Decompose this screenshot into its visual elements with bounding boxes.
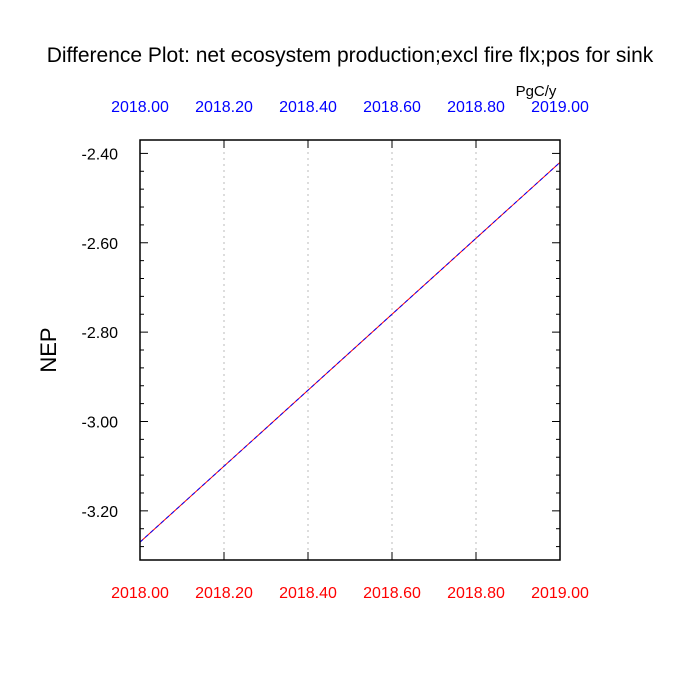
x-tick-label-top: 2018.00 <box>111 99 169 116</box>
x-tick-label-top: 2018.80 <box>447 99 505 116</box>
y-tick-label: -3.20 <box>82 504 119 521</box>
x-grid <box>223 140 477 560</box>
series-group <box>139 161 561 543</box>
x-tick-label-bottom: 2018.20 <box>195 585 253 602</box>
y-tick-label: -3.00 <box>82 414 119 431</box>
x-tick-label-bottom: 2018.80 <box>447 585 505 602</box>
tick-marks <box>139 140 561 560</box>
x-tick-label-bottom: 2018.00 <box>111 585 169 602</box>
x-tick-label-bottom: 2018.60 <box>363 585 421 602</box>
tick-labels: 2018.00 2018.00 2018.20 2018.20 2018.40 2018.… <box>82 99 589 602</box>
x-tick-label-top: 2018.60 <box>363 99 421 116</box>
series-line-2 <box>139 161 561 543</box>
chart-title: Difference Plot: net ecosystem productio… <box>47 44 654 67</box>
x-tick-label-top: 2019.00 <box>531 99 589 116</box>
units-label: PgC/y <box>516 83 557 100</box>
y-tick-label: -2.80 <box>82 325 119 342</box>
x-tick-label-bottom: 2019.00 <box>531 585 589 602</box>
y-tick-label: -2.60 <box>82 236 119 253</box>
y-axis-label: NEP <box>36 327 61 372</box>
y-tick-label: -2.40 <box>82 146 119 163</box>
x-tick-label-bottom: 2018.40 <box>279 585 337 602</box>
x-tick-label-top: 2018.40 <box>279 99 337 116</box>
plot-frame <box>139 139 561 561</box>
x-tick-label-top: 2018.20 <box>195 99 253 116</box>
